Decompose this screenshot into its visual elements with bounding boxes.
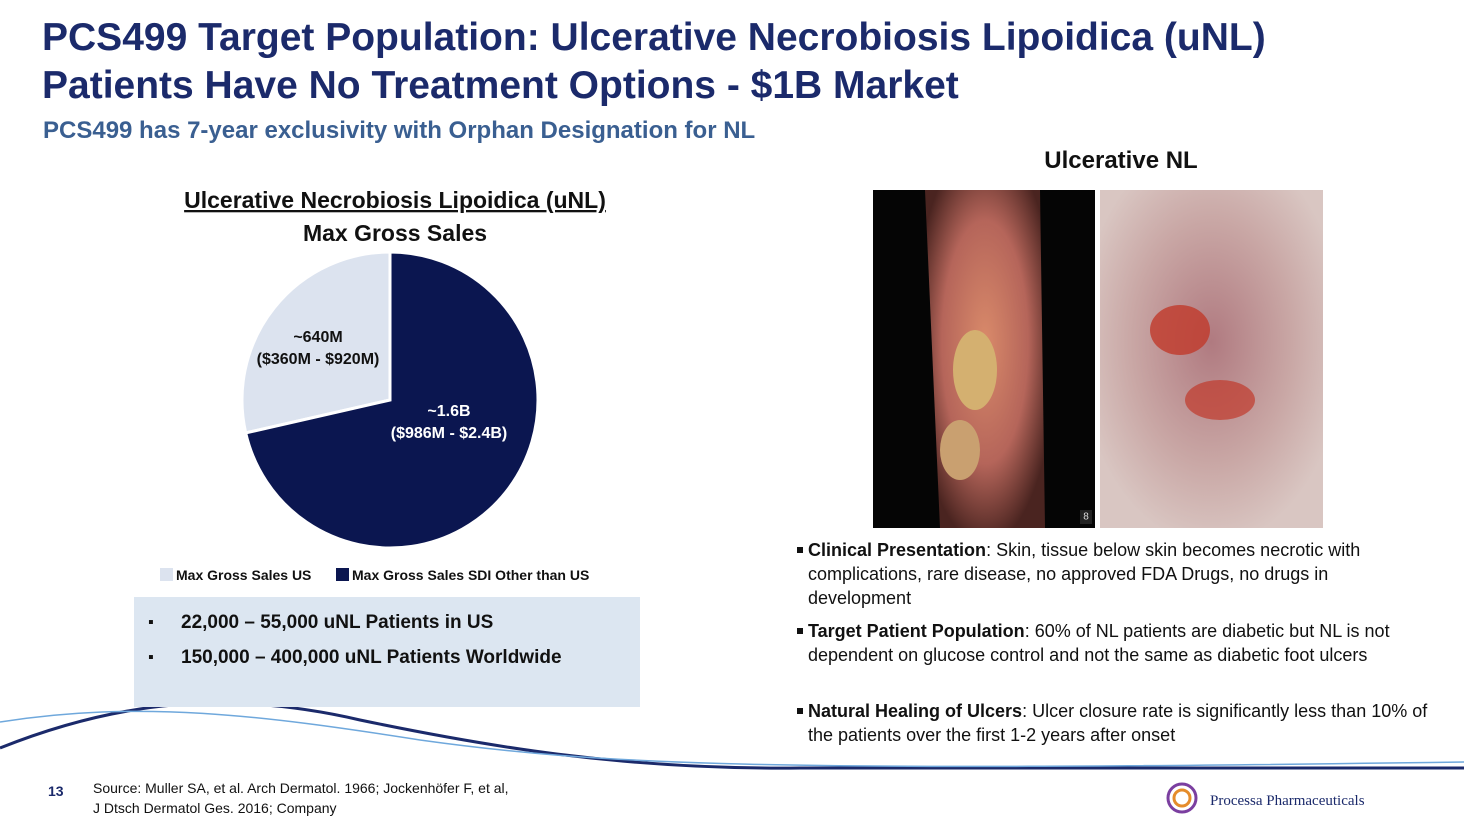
photo-lesion — [953, 330, 997, 410]
bullet-term: Clinical Presentation — [808, 540, 987, 560]
bullet: Natural Healing of Ulcers: Ulcer closure… — [797, 699, 1433, 747]
source: Source: Muller SA, et al. Arch Dermatol.… — [93, 778, 509, 818]
photo-lesion — [1185, 380, 1255, 420]
bullet-text: : Ulcer closure rate is significantly le… — [808, 701, 1428, 745]
photo-lesion — [940, 420, 980, 480]
data-label-range: ($986M - $2.4B) — [391, 425, 508, 442]
bullet-term: Natural Healing of Ulcers — [808, 701, 1023, 721]
title: PCS499 Target Population: Ulcerative Nec… — [42, 14, 1266, 110]
legend-swatch — [336, 568, 349, 581]
company-name: Processa Pharmaceuticals — [1210, 793, 1365, 809]
legend-swatch — [160, 568, 173, 581]
photo-badge: 8 — [1083, 512, 1089, 523]
legend-label: Max Gross Sales SDI Other than US — [352, 567, 589, 583]
title-line: PCS499 Target Population: Ulcerative Nec… — [42, 16, 1266, 59]
pie-slice — [243, 250, 540, 550]
source-line: Source: Muller SA, et al. Arch Dermatol.… — [93, 780, 509, 796]
chart-title: Max Gross Sales — [303, 220, 487, 246]
bullet-text: : 60% of NL patients are diabetic but NL… — [808, 621, 1390, 665]
bullet-term: Target Patient Population — [808, 621, 1025, 641]
title-line: Patients Have No Treatment Options - $1B… — [42, 64, 959, 107]
photo-badge-bg — [1080, 510, 1092, 524]
footer-wave — [0, 710, 1464, 768]
data-label: ~1.6B — [427, 403, 470, 420]
pie-slice — [240, 250, 392, 435]
bullet-text: : Skin, tissue below skin becomes necrot… — [808, 540, 1361, 608]
logo-mark — [1172, 788, 1192, 808]
logo-mark — [1166, 782, 1198, 814]
source-line: J Dtsch Dermatol Ges. 2016; Company — [93, 800, 337, 816]
data-label-range: ($360M - $920M) — [257, 351, 380, 368]
bullet: Target Patient Population: 60% of NL pat… — [797, 619, 1433, 667]
photo — [1100, 190, 1323, 528]
bullet: Clinical Presentation: Skin, tissue belo… — [797, 538, 1433, 610]
subtitle: PCS499 has 7-year exclusivity with Orpha… — [43, 117, 756, 144]
pie-chart: Ulcerative Necrobiosis Lipoidica (uNL) Ma… — [160, 187, 606, 583]
stats-box: 22,000 – 55,000 uNL Patients in US 150,0… — [134, 597, 640, 707]
photo-lesion — [1150, 305, 1210, 355]
stat: 150,000 – 400,000 uNL Patients Worldwide — [148, 645, 581, 670]
legend-label: Max Gross Sales US — [176, 567, 311, 583]
page-number: 13 — [48, 783, 64, 799]
data-label: ~640M — [293, 329, 342, 346]
image-title: Ulcerative NL — [1044, 147, 1197, 174]
chart-title: Ulcerative Necrobiosis Lipoidica (uNL) — [184, 187, 606, 213]
stat: 22,000 – 55,000 uNL Patients in US — [148, 610, 581, 635]
